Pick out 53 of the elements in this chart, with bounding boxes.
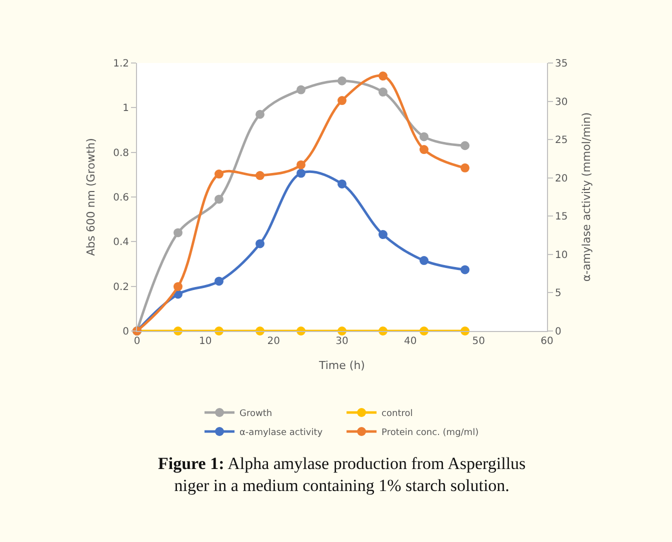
y-tick-label: 1 [122, 103, 129, 114]
y2-tick-label: 20 [555, 173, 568, 184]
legend-label: control [382, 409, 413, 420]
y-tick-label: 0.4 [113, 237, 129, 248]
y2-axis-title: α-amylase activity (mmol/min) [580, 112, 593, 282]
x-tick-label: 30 [336, 336, 348, 347]
y-tick-label: 0 [122, 326, 129, 338]
point [378, 72, 388, 81]
x-tick-label: 10 [198, 336, 212, 347]
point [378, 230, 388, 240]
x-tick-label: 50 [472, 336, 486, 347]
y2-tick-label: 25 [555, 135, 568, 146]
point [420, 145, 428, 154]
y2-tick-label: 0 [555, 326, 562, 338]
point [174, 282, 182, 292]
x-tick-label: 40 [404, 336, 417, 347]
x-tick-label: 60 [540, 336, 554, 347]
legend-label: α-amylase activity [240, 428, 324, 438]
y2-tick-label: 5 [555, 288, 562, 300]
y-tick-label: 0.2 [113, 282, 129, 293]
point [460, 265, 470, 274]
caption: Figure 1: Alpha amylase production from Aspergillus niger in a medium containing 1% starch solution. [158, 454, 526, 496]
point [420, 132, 428, 142]
point [174, 228, 182, 238]
point [338, 76, 346, 86]
point [460, 163, 470, 172]
point [296, 168, 306, 178]
y-tick-label: 0.6 [113, 192, 129, 204]
x-tick-label: 20 [267, 336, 280, 347]
point [256, 239, 264, 248]
point [420, 256, 428, 266]
point [338, 179, 346, 188]
y-tick-label: 0.8 [113, 148, 129, 159]
y2-tick-label: 30 [555, 96, 568, 108]
point [296, 85, 306, 94]
point [296, 160, 306, 170]
y2-tick-label: 35 [555, 58, 568, 70]
point [460, 141, 470, 150]
point [378, 88, 388, 97]
y-axis-title: Abs 600 nm (Growth) [84, 138, 98, 256]
x-axis-title: Time (h) [318, 359, 365, 372]
point [214, 170, 224, 179]
y2-tick-label: 15 [555, 212, 568, 223]
x-tick-label: 0 [134, 336, 140, 347]
y2-tick-label: 10 [555, 250, 568, 261]
point [256, 171, 264, 180]
point [214, 194, 224, 204]
y-tick-label: 1.2 [113, 58, 129, 70]
point [256, 110, 264, 119]
legend-label: Protein conc. (mg/ml) [382, 428, 479, 438]
legend-label: Growth [240, 409, 272, 420]
point [338, 96, 346, 106]
point [214, 276, 224, 286]
